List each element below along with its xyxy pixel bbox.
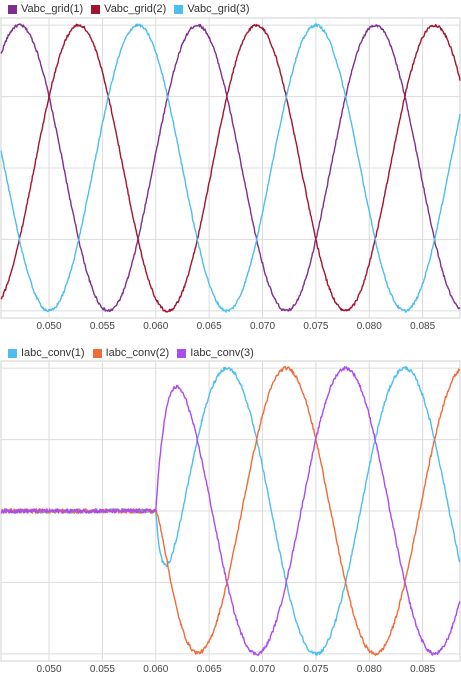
legend-swatch-vabc-grid-3 (174, 4, 184, 14)
x-tick-label: 0.075 (303, 321, 328, 332)
legend-swatch-iabc-conv-3 (177, 348, 187, 358)
legend-item-iabc-conv-1[interactable]: Iabc_conv(1) (8, 347, 85, 359)
legend-item-vabc-grid-2[interactable]: Vabc_grid(2) (91, 3, 166, 15)
series-line-vabc-grid-1 (0, 23, 461, 313)
legend-top: Vabc_grid(1) Vabc_grid(2) Vabc_grid(3) (0, 0, 461, 18)
series-line-vabc-grid-2 (0, 23, 461, 313)
legend-swatch-iabc-conv-1 (8, 348, 17, 358)
legend-label: Vabc_grid(1) (21, 3, 84, 15)
x-tick-label: 0.070 (250, 321, 275, 332)
x-tick-label: 0.055 (90, 664, 115, 675)
x-tick-label: 0.050 (37, 664, 62, 675)
legend-item-vabc-grid-3[interactable]: Vabc_grid(3) (174, 3, 250, 15)
x-tick-label: 0.055 (90, 321, 115, 332)
x-tick-label: 0.060 (143, 321, 168, 332)
legend-swatch-iabc-conv-2 (92, 348, 102, 358)
legend-label: Iabc_conv(1) (21, 347, 85, 359)
legend-item-iabc-conv-2[interactable]: Iabc_conv(2) (92, 347, 170, 359)
legend-label: Iabc_conv(2) (105, 347, 170, 359)
x-tick-label: 0.080 (357, 321, 382, 332)
x-tick-label: 0.065 (197, 664, 222, 675)
legend-item-vabc-grid-1[interactable]: Vabc_grid(1) (8, 3, 83, 15)
x-tick-label: 0.065 (197, 321, 222, 332)
series-line-vabc-grid-3 (0, 23, 461, 313)
x-tick-label: 0.085 (410, 321, 435, 332)
legend-label: Iabc_conv(3) (190, 347, 254, 359)
legend-label: Vabc_grid(2) (104, 3, 167, 15)
legend-bottom: Iabc_conv(1) Iabc_conv(2) Iabc_conv(3) (0, 344, 461, 362)
series-line-iabc-conv-3 (0, 366, 461, 657)
x-tick-label: 0.060 (143, 664, 168, 675)
legend-label: Vabc_grid(3) (187, 3, 250, 15)
legend-swatch-vabc-grid-2 (91, 4, 101, 14)
legend-item-iabc-conv-3[interactable]: Iabc_conv(3) (177, 347, 254, 359)
x-tick-label: 0.050 (37, 321, 62, 332)
legend-swatch-vabc-grid-1 (8, 4, 17, 14)
x-tick-label: 0.075 (303, 664, 328, 675)
x-tick-label: 0.080 (357, 664, 382, 675)
x-tick-label: 0.070 (250, 664, 275, 675)
x-tick-label: 0.085 (410, 664, 435, 675)
